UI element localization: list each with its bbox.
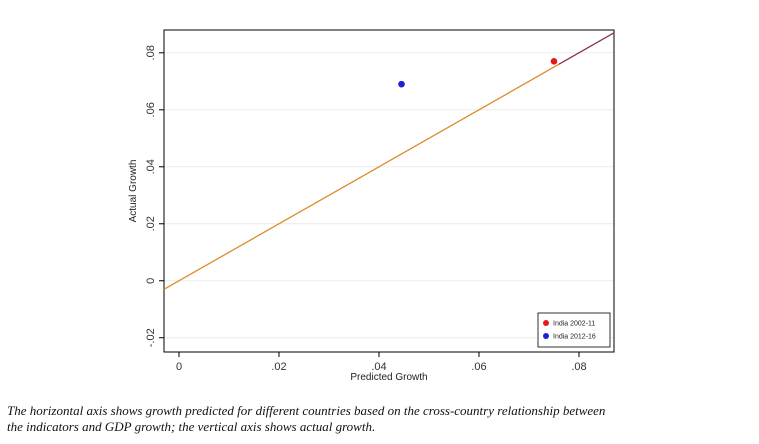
scatter-chart: 0 .02 .04 .06 .08 -.02 0 .02 .04 .06 .08 Predicte… xyxy=(128,29,615,383)
y-tick-label: .04 xyxy=(145,159,157,174)
x-tick-label: 0 xyxy=(176,361,182,373)
x-tick-label: .02 xyxy=(271,361,286,373)
x-tick-label: .06 xyxy=(471,361,486,373)
y-tick-label: -.02 xyxy=(145,328,157,347)
x-tick-label: .08 xyxy=(571,361,586,373)
legend-marker xyxy=(543,333,549,339)
legend-label: India 2002-11 xyxy=(553,321,595,328)
data-points xyxy=(398,58,558,88)
y-tick-label: .06 xyxy=(145,102,157,117)
x-axis-ticks: 0 .02 .04 .06 .08 xyxy=(176,352,587,373)
legend-box xyxy=(537,312,611,348)
reference-line-segment xyxy=(163,63,560,290)
data-point xyxy=(550,58,558,65)
gridlines xyxy=(164,52,614,339)
figure-caption: The horizontal axis shows growth predict… xyxy=(7,403,606,434)
reference-line-tail xyxy=(558,32,615,65)
reference-line xyxy=(163,32,615,290)
y-axis-title: Actual Growth xyxy=(128,160,139,223)
y-axis-ticks: -.02 0 .02 .04 .06 .08 xyxy=(145,45,164,347)
legend-marker xyxy=(543,320,549,326)
data-point xyxy=(398,80,405,88)
y-tick-label: 0 xyxy=(145,278,157,284)
y-tick-label: .08 xyxy=(145,45,157,60)
x-tick-label: .04 xyxy=(371,361,386,373)
x-axis-title: Predicted Growth xyxy=(350,372,427,383)
legend: India 2002-11 India 2012-16 xyxy=(537,312,611,348)
plot-frame xyxy=(163,29,615,353)
legend-label: India 2012-16 xyxy=(553,334,596,341)
y-tick-label: .02 xyxy=(145,216,157,231)
